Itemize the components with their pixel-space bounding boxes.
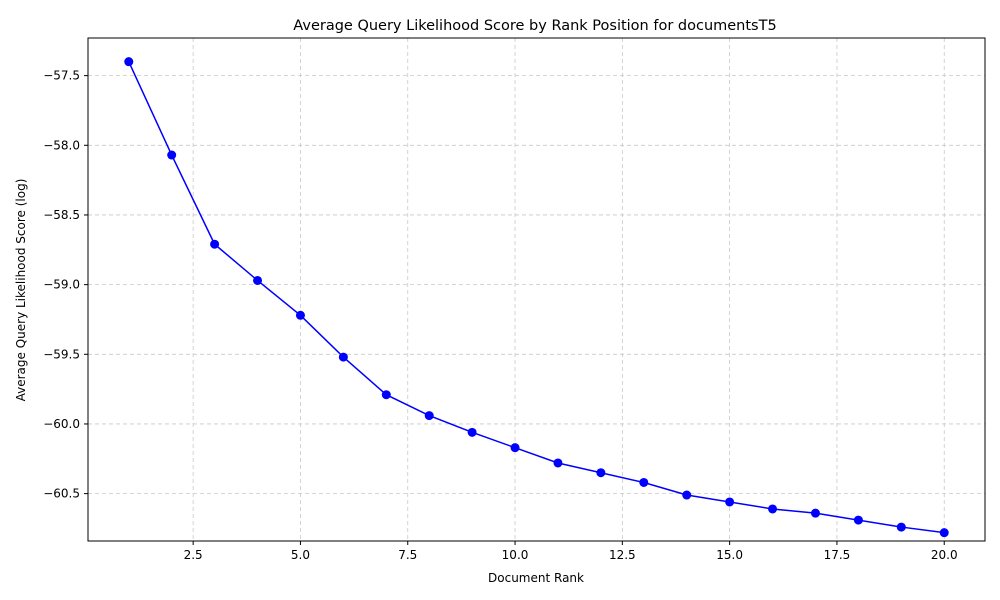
data-point bbox=[553, 458, 563, 468]
grid bbox=[88, 38, 985, 541]
x-tick-label: 12.5 bbox=[609, 548, 636, 562]
x-tick-label: 15.0 bbox=[716, 548, 743, 562]
series-line bbox=[128, 61, 945, 534]
data-point bbox=[510, 443, 520, 453]
data-point bbox=[725, 497, 735, 507]
y-axis-title: Average Query Likelihood Score (log) bbox=[14, 179, 28, 402]
data-point bbox=[853, 515, 863, 525]
data-point bbox=[424, 411, 434, 421]
x-tick-label: 10.0 bbox=[502, 548, 529, 562]
y-tick-label: −60.0 bbox=[43, 417, 80, 431]
data-point bbox=[810, 508, 820, 518]
data-point bbox=[295, 310, 305, 320]
x-tick-label: 2.5 bbox=[184, 548, 203, 562]
data-point bbox=[639, 477, 649, 487]
y-axis: −57.5 −58.0 −58.5 −59.0 −59.5 −60.0 −60.5 bbox=[43, 69, 88, 501]
data-point bbox=[253, 275, 263, 285]
data-point bbox=[896, 522, 906, 532]
y-tick-label: −59.5 bbox=[43, 347, 80, 361]
data-point bbox=[338, 352, 348, 362]
x-tick-label: 5.0 bbox=[291, 548, 310, 562]
y-tick-label: −60.5 bbox=[43, 487, 80, 501]
series-layer bbox=[124, 57, 949, 538]
x-axis-title: Document Rank bbox=[488, 571, 584, 585]
x-tick-label: 17.5 bbox=[824, 548, 851, 562]
plot-frame bbox=[87, 37, 986, 542]
data-point bbox=[167, 150, 177, 160]
data-point bbox=[467, 427, 477, 437]
y-tick-label: −59.0 bbox=[43, 278, 80, 292]
data-point bbox=[124, 57, 134, 67]
data-point bbox=[768, 504, 778, 514]
x-tick-label: 7.5 bbox=[398, 548, 417, 562]
x-axis: 2.5 5.0 7.5 10.0 12.5 15.0 17.5 20.0 bbox=[184, 541, 958, 562]
y-tick-label: −58.5 bbox=[43, 208, 80, 222]
data-point bbox=[381, 390, 391, 400]
x-tick-label: 20.0 bbox=[931, 548, 958, 562]
data-point bbox=[939, 528, 949, 538]
data-point bbox=[682, 490, 692, 500]
y-tick-label: −57.5 bbox=[43, 69, 80, 83]
data-point bbox=[210, 239, 220, 249]
chart-title: Average Query Likelihood Score by Rank P… bbox=[293, 18, 776, 34]
y-tick-label: −58.0 bbox=[43, 138, 80, 152]
data-point bbox=[596, 468, 606, 478]
